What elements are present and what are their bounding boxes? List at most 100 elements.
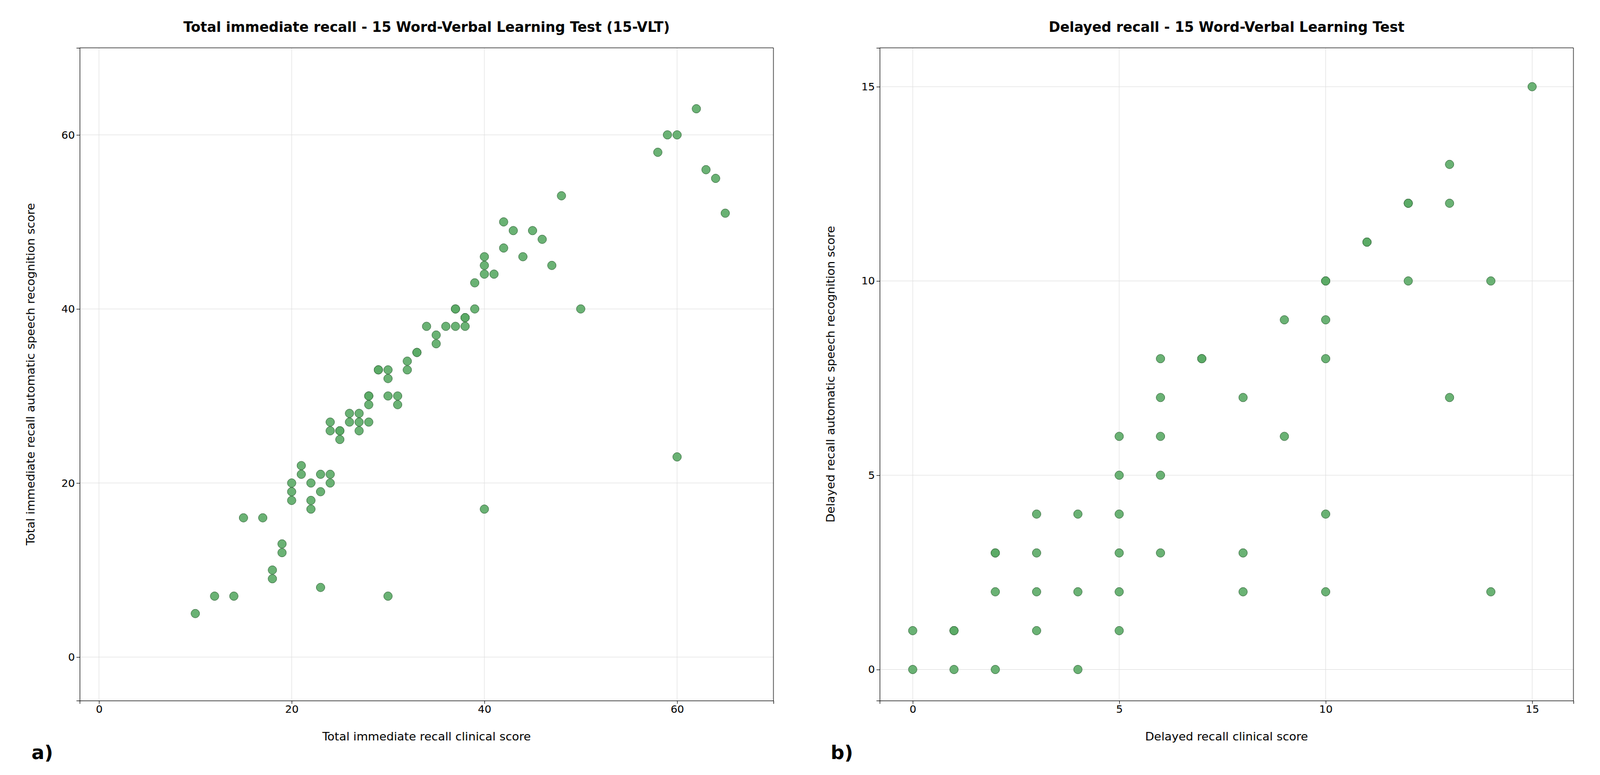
y-axis: 0204060: [61, 48, 81, 701]
point: [557, 191, 566, 200]
title: Total immediate recall - 15 Word-Verbal …: [183, 19, 670, 36]
x-tick-label: 0: [95, 702, 103, 716]
point: [403, 365, 412, 374]
frame-top: [879, 47, 1574, 49]
point: [1527, 82, 1537, 91]
point: [991, 548, 1000, 557]
point: [316, 469, 325, 479]
point: [489, 269, 499, 279]
point: [1321, 276, 1331, 286]
grid: [79, 47, 774, 701]
grid-line-x: [1325, 47, 1326, 701]
point: [949, 625, 959, 635]
point: [1156, 393, 1165, 402]
x-axis: 051015: [880, 700, 1574, 716]
point: [277, 548, 287, 557]
point: [1362, 237, 1372, 246]
point: [450, 304, 460, 313]
point: [461, 321, 470, 331]
x-axis-label: Delayed recall clinical score: [1145, 729, 1309, 743]
point: [1445, 198, 1454, 208]
point: [383, 365, 393, 374]
y-tick-label: 15: [861, 80, 875, 93]
point: [287, 478, 296, 488]
point: [239, 513, 248, 522]
y-tick: 60: [61, 128, 80, 142]
point: [499, 243, 508, 253]
panel: 02040600204060Total immediate recall - 1…: [23, 19, 774, 763]
point: [393, 391, 403, 400]
x-axis-line: [80, 700, 774, 704]
x-tick: 5: [1116, 700, 1123, 716]
point: [949, 625, 959, 635]
point: [277, 539, 287, 548]
point: [412, 347, 422, 357]
point: [306, 495, 316, 505]
grid-line-y: [879, 86, 1574, 88]
point: [1115, 625, 1124, 635]
point: [908, 665, 917, 674]
x-tick: 60: [670, 700, 684, 716]
point: [480, 504, 489, 514]
point: [296, 461, 306, 470]
point: [268, 565, 277, 574]
panel-label: b): [830, 741, 854, 763]
point: [518, 252, 527, 261]
point: [345, 409, 354, 418]
point: [364, 391, 373, 400]
point: [1073, 586, 1083, 596]
point: [711, 174, 720, 183]
point: [364, 391, 373, 400]
point: [1321, 509, 1331, 518]
y-axis-label: Delayed recall automatic speech recognit…: [823, 225, 838, 523]
point: [1032, 586, 1041, 596]
point: [326, 426, 335, 435]
point: [1197, 354, 1206, 363]
point: [538, 234, 547, 244]
y-tick-label: 5: [867, 468, 875, 482]
y-tick-mark: [876, 281, 880, 282]
point: [268, 574, 277, 583]
point: [383, 373, 393, 383]
point: [345, 417, 354, 427]
point: [1156, 548, 1165, 557]
point: [306, 504, 316, 514]
y-tick-label: 40: [61, 302, 75, 316]
x-tick: 20: [285, 700, 299, 716]
points: [191, 104, 730, 618]
point: [1073, 665, 1083, 674]
point: [441, 321, 450, 331]
point: [335, 426, 345, 435]
y-tick-label: 10: [861, 274, 875, 287]
point: [1197, 354, 1206, 363]
point: [383, 391, 393, 400]
point: [480, 252, 489, 261]
point: [1115, 431, 1124, 441]
point: [258, 513, 268, 522]
y-tick-label: 60: [61, 128, 75, 142]
grid-line-y: [879, 668, 1574, 670]
point: [364, 417, 373, 427]
grid-line-x: [912, 47, 914, 701]
point: [335, 426, 345, 435]
y-tick-mark: [876, 86, 880, 88]
point: [316, 582, 325, 592]
point: [1403, 198, 1413, 208]
point: [653, 147, 662, 157]
point: [673, 130, 682, 140]
x-tick: 0: [95, 700, 103, 716]
x-tick: 15: [1525, 700, 1539, 716]
y-tick: 0: [67, 650, 80, 663]
point: [1032, 548, 1041, 557]
y-tick: 5: [867, 468, 880, 482]
x-tick-label: 40: [478, 702, 492, 716]
frame-top: [79, 47, 774, 49]
point: [1156, 470, 1165, 480]
figure: 02040600204060Total immediate recall - 1…: [0, 0, 1600, 775]
point: [1032, 509, 1041, 518]
point: [692, 104, 701, 114]
frame-right: [773, 47, 774, 701]
point: [412, 347, 422, 357]
point: [461, 313, 470, 322]
x-tick-label: 0: [909, 702, 917, 716]
